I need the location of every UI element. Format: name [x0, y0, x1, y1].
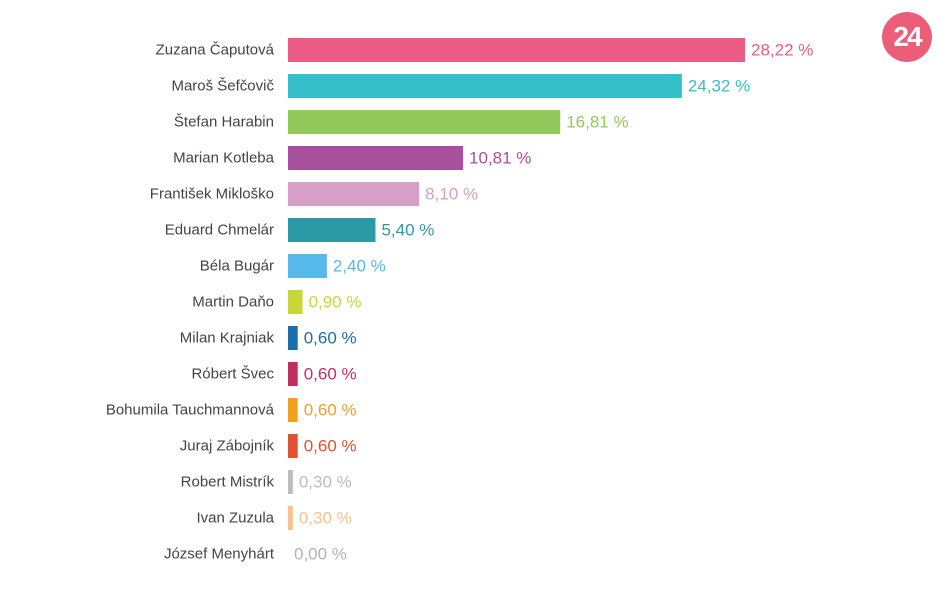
category-label: Robert Mistrík [181, 474, 275, 491]
bar[interactable] [288, 326, 298, 350]
bar[interactable] [288, 218, 376, 242]
bar[interactable] [288, 146, 464, 170]
bar[interactable] [288, 434, 298, 458]
value-label: 0,60 % [304, 365, 357, 384]
category-label: Bohumila Tauchmannová [106, 402, 275, 419]
bar[interactable] [288, 398, 298, 422]
value-label: 0,60 % [304, 329, 357, 348]
category-label: František Mikloško [150, 186, 274, 203]
category-label: Róbert Švec [191, 366, 274, 383]
value-label: 8,10 % [425, 185, 478, 204]
bar[interactable] [288, 182, 420, 206]
bar[interactable] [288, 38, 745, 62]
value-label: 2,40 % [333, 257, 386, 276]
category-label: Štefan Harabin [174, 114, 274, 131]
category-label: Ivan Zuzula [196, 510, 274, 527]
bar[interactable] [288, 254, 327, 278]
category-label: Juraj Zábojník [180, 438, 275, 455]
value-label: 0,60 % [304, 437, 357, 456]
bar[interactable] [288, 362, 298, 386]
category-label: Milan Krajniak [180, 330, 275, 347]
bar[interactable] [288, 290, 303, 314]
category-label: Maroš Šefčovič [171, 78, 274, 95]
site-logo[interactable]: 24 [882, 12, 932, 62]
value-label: 24,32 % [688, 77, 750, 96]
value-label: 0,30 % [299, 509, 352, 528]
value-label: 16,81 % [566, 113, 628, 132]
category-label: Zuzana Čaputová [156, 42, 275, 59]
bar[interactable] [288, 506, 293, 530]
value-label: 0,90 % [309, 293, 362, 312]
bar[interactable] [288, 470, 293, 494]
bar[interactable] [288, 110, 561, 134]
logo-text: 24 [893, 21, 922, 52]
category-label: Marian Kotleba [173, 150, 275, 167]
value-label: 0,60 % [304, 401, 357, 420]
value-label: 28,22 % [751, 41, 813, 60]
category-label: Martin Daňo [192, 294, 274, 311]
value-label: 10,81 % [469, 149, 531, 168]
value-label: 5,40 % [381, 221, 434, 240]
bar[interactable] [288, 74, 682, 98]
value-label: 0,30 % [299, 473, 352, 492]
category-label: Eduard Chmelár [165, 222, 274, 239]
value-label: 0,00 % [294, 545, 347, 564]
category-label: Béla Bugár [200, 258, 274, 275]
category-label: József Menyhárt [164, 546, 275, 563]
